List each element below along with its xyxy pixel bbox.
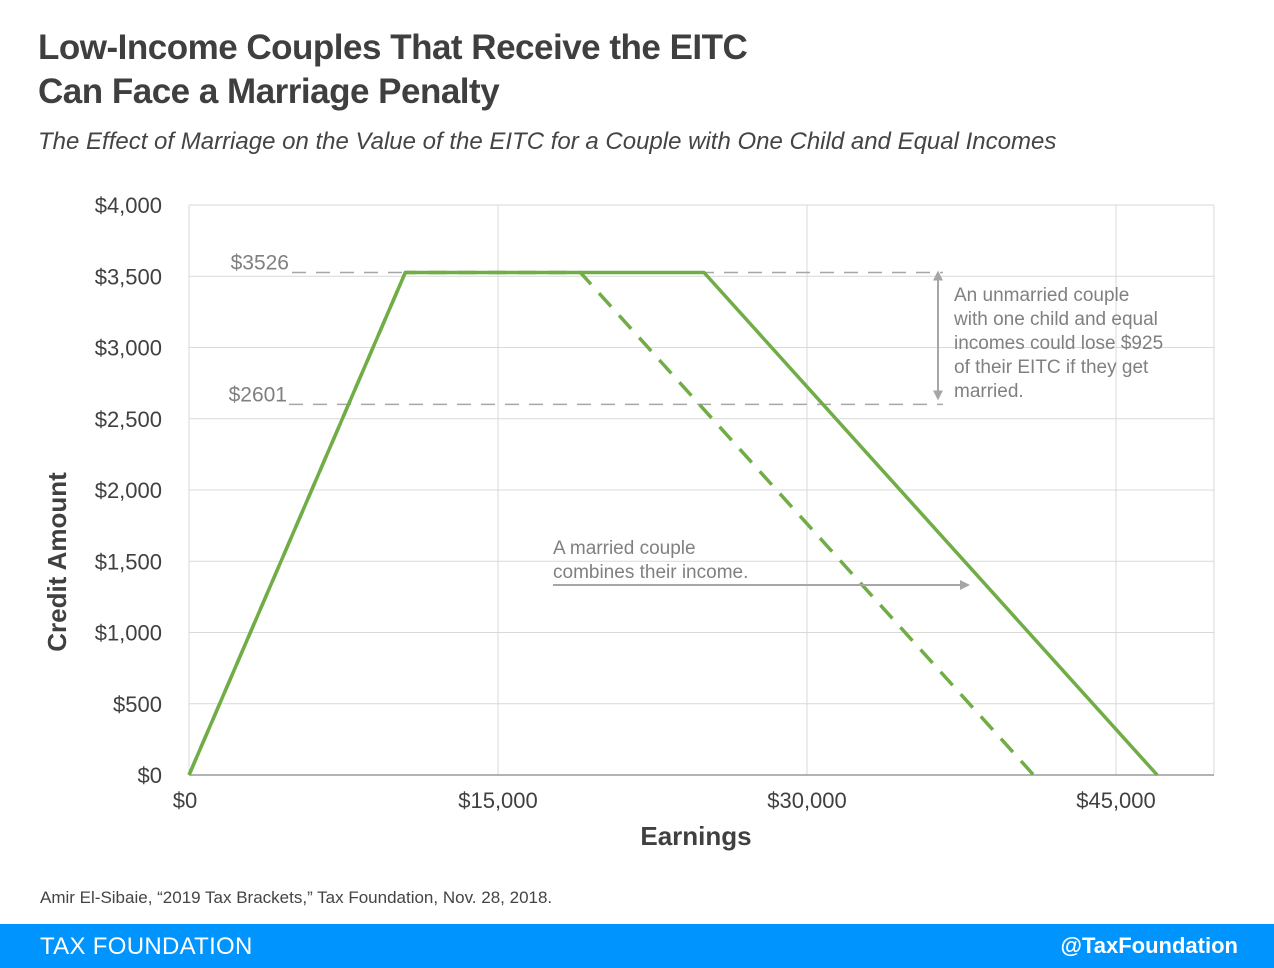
y-tick-label: $1,000 <box>95 621 162 646</box>
married-annotation-line: A married couple <box>553 538 696 559</box>
y-tick-label: $1,500 <box>95 549 162 574</box>
reference-label: $3526 <box>231 252 289 275</box>
x-tick-label: $0 <box>173 788 197 813</box>
y-axis-title: Credit Amount <box>42 472 72 652</box>
x-tick-label: $30,000 <box>767 788 847 813</box>
penalty-annotation-line: married. <box>954 381 1024 402</box>
footer-brand: TAX FOUNDATION <box>40 933 253 960</box>
chart-title: Low-Income Couples That Receive the EITC… <box>38 26 1238 114</box>
y-tick-label: $2,500 <box>95 407 162 432</box>
penalty-annotation-line: of their EITC if they get <box>954 357 1149 378</box>
x-tick-label: $15,000 <box>458 788 538 813</box>
y-tick-label: $4,000 <box>95 193 162 218</box>
y-tick-label: $3,500 <box>95 264 162 289</box>
penalty-annotation-line: incomes could lose $925 <box>954 333 1163 354</box>
title-line-1: Low-Income Couples That Receive the EITC <box>38 28 748 67</box>
chart-subtitle: The Effect of Marriage on the Value of t… <box>38 128 1057 155</box>
eitc-line-chart: $0 $500 $1,000 $1,500 $2,000 $2,500 $3,000 $3,5… <box>42 193 1215 851</box>
y-tick-label: $500 <box>113 692 162 717</box>
penalty-annotation-line: with one child and equal <box>953 309 1158 330</box>
y-tick-label: $2,000 <box>95 478 162 503</box>
y-tick-label: $3,000 <box>95 336 162 361</box>
married-series-line <box>187 270 1035 777</box>
footer-handle[interactable]: @TaxFoundation <box>1060 933 1238 958</box>
x-tick-label: $45,000 <box>1076 788 1156 813</box>
y-tick-label: $0 <box>138 763 162 788</box>
footer-bar: TAX FOUNDATION @TaxFoundation <box>0 924 1274 968</box>
married-annotation-line: combines their income. <box>553 562 748 583</box>
penalty-annotation-line: An unmarried couple <box>954 285 1129 306</box>
source-note: Amir El-Sibaie, “2019 Tax Brackets,” Tax… <box>40 888 553 907</box>
reference-label: $2601 <box>229 383 287 406</box>
x-axis-title: Earnings <box>640 821 751 851</box>
title-line-2: Can Face a Marriage Penalty <box>38 72 500 111</box>
